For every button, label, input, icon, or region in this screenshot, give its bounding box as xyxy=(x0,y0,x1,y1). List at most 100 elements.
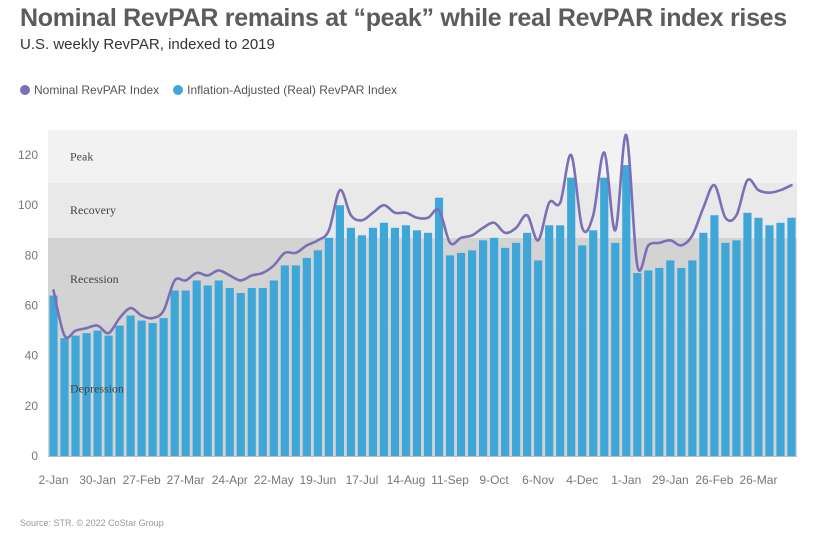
bar xyxy=(137,320,146,456)
bar xyxy=(258,287,267,456)
bar xyxy=(710,215,719,456)
bar xyxy=(346,227,355,456)
bar xyxy=(787,217,796,456)
bar xyxy=(721,242,730,456)
y-tick-label: 0 xyxy=(31,449,38,463)
bar xyxy=(236,293,245,456)
bar xyxy=(776,222,785,456)
legend-label-nominal: Nominal RevPAR Index xyxy=(34,83,160,97)
bar xyxy=(600,177,609,456)
bar xyxy=(501,247,510,456)
bar xyxy=(765,225,774,456)
bar xyxy=(82,333,91,456)
x-tick-label: 6-Nov xyxy=(522,473,554,487)
bar xyxy=(666,260,675,456)
x-tick-label: 27-Mar xyxy=(167,473,205,487)
bar xyxy=(534,260,543,456)
bar xyxy=(324,237,333,456)
bar xyxy=(644,270,653,456)
x-tick-label: 30-Jan xyxy=(79,473,116,487)
x-tick-label: 29-Jan xyxy=(652,473,689,487)
legend-item-nominal: Nominal RevPAR Index xyxy=(20,83,159,97)
bar xyxy=(401,225,411,456)
chart-title: Nominal RevPAR remains at “peak” while r… xyxy=(20,4,787,32)
y-tick-label: 20 xyxy=(25,399,39,413)
bar xyxy=(203,285,212,456)
x-tick-label: 9-Oct xyxy=(479,473,509,487)
bar xyxy=(754,217,763,456)
bar xyxy=(313,250,322,456)
legend-swatch-real xyxy=(173,85,184,95)
x-tick-label: 24-Apr xyxy=(212,473,248,487)
bar xyxy=(456,252,466,456)
y-tick-label: 100 xyxy=(18,198,38,212)
bar xyxy=(104,335,113,456)
bar xyxy=(280,265,289,456)
bar xyxy=(170,290,179,456)
bar xyxy=(622,165,631,456)
band-label-recovery: Recovery xyxy=(70,203,116,217)
bar xyxy=(71,335,80,456)
bar xyxy=(192,280,201,456)
x-tick-label: 11-Sep xyxy=(431,473,469,487)
bar xyxy=(115,325,124,456)
bar xyxy=(556,225,565,456)
bar xyxy=(390,227,400,456)
bar xyxy=(633,272,642,456)
chart-subtitle: U.S. weekly RevPAR, indexed to 2019 xyxy=(20,36,275,53)
y-tick-label: 60 xyxy=(25,299,39,313)
legend-label-real: Inflation-Adjusted (Real) RevPAR Index xyxy=(187,83,398,97)
bar xyxy=(368,227,378,456)
x-tick-label: 26-Feb xyxy=(695,473,733,487)
bar xyxy=(181,290,190,456)
line-group xyxy=(52,133,793,340)
bar xyxy=(467,250,477,456)
band-label-peak: Peak xyxy=(70,149,93,163)
band-peak xyxy=(48,130,797,183)
bar xyxy=(688,260,697,456)
bar xyxy=(214,280,223,456)
x-tick-label: 22-May xyxy=(254,473,294,487)
bar xyxy=(479,240,488,456)
y-tick-label: 120 xyxy=(18,148,38,162)
legend-item-real: Inflation-Adjusted (Real) RevPAR Index xyxy=(173,83,397,97)
bar xyxy=(578,245,587,456)
bar xyxy=(159,318,168,456)
y-axis: 0 20 40 60 80 100 120 xyxy=(18,148,38,463)
y-tick-label: 40 xyxy=(25,349,39,363)
x-tick-label: 27-Feb xyxy=(123,473,161,487)
x-tick-label: 17-Jul xyxy=(346,473,379,487)
bar xyxy=(126,315,135,456)
bar xyxy=(523,232,532,456)
bar xyxy=(247,287,256,456)
bar xyxy=(412,230,422,456)
x-tick-label: 19-Jun xyxy=(300,473,337,487)
band-label-recession: Recession xyxy=(70,272,119,286)
source-note: Source: STR. © 2022 CoStar Group xyxy=(20,518,164,528)
x-tick-label: 4-Dec xyxy=(566,473,598,487)
bar xyxy=(589,230,598,456)
x-tick-label: 2-Jan xyxy=(38,473,68,487)
bar xyxy=(743,212,752,456)
bar xyxy=(357,235,366,456)
legend: Nominal RevPAR Index Inflation-Adjusted … xyxy=(20,83,397,97)
bar xyxy=(512,242,521,456)
bar xyxy=(379,222,389,456)
bar xyxy=(699,232,708,456)
x-axis: 2-Jan 30-Jan 27-Feb 27-Mar 24-Apr 22-May 19-Ju… xyxy=(38,456,797,487)
bar xyxy=(490,237,499,456)
bar xyxy=(291,265,300,456)
band-label-group: Depression Recession Recovery Peak xyxy=(70,149,124,395)
legend-swatch-nominal xyxy=(20,85,30,95)
bar xyxy=(677,267,686,456)
band-recovery xyxy=(48,182,797,238)
bar xyxy=(49,295,58,456)
y-tick-label: 80 xyxy=(25,248,39,262)
bar xyxy=(445,255,455,456)
bar-group xyxy=(49,165,796,456)
bar xyxy=(545,225,554,456)
bar xyxy=(302,257,311,456)
bar xyxy=(655,267,664,456)
bar xyxy=(567,177,576,456)
